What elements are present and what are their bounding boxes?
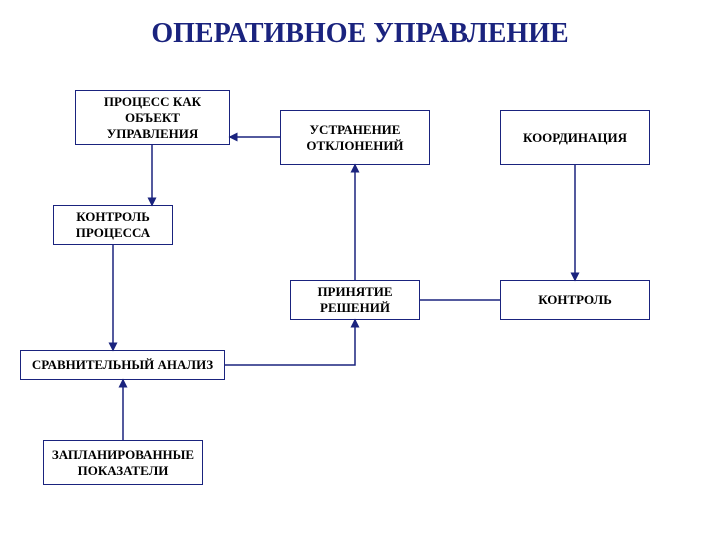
node-label: КОНТРОЛЬ ПРОЦЕССА <box>58 209 168 241</box>
diagram-title: ОПЕРАТИВНОЕ УПРАВЛЕНИЕ <box>0 18 720 50</box>
node-label: СРАВНИТЕЛЬНЫЙ АНАЛИЗ <box>32 357 213 373</box>
node-label: УСТРАНЕНИЕ ОТКЛОНЕНИЙ <box>285 122 425 154</box>
node-label: КООРДИНАЦИЯ <box>523 130 627 146</box>
node-analysis: СРАВНИТЕЛЬНЫЙ АНАЛИЗ <box>20 350 225 380</box>
node-process-control: КОНТРОЛЬ ПРОЦЕССА <box>53 205 173 245</box>
node-coordination: КООРДИНАЦИЯ <box>500 110 650 165</box>
node-elimination: УСТРАНЕНИЕ ОТКЛОНЕНИЙ <box>280 110 430 165</box>
node-decision: ПРИНЯТИЕ РЕШЕНИЙ <box>290 280 420 320</box>
node-label: КОНТРОЛЬ <box>538 292 612 308</box>
node-label: ПРОЦЕСС КАК ОБЪЕКТ УПРАВЛЕНИЯ <box>80 94 225 142</box>
node-label: ЗАПЛАНИРОВАННЫЕ ПОКАЗАТЕЛИ <box>48 447 198 479</box>
node-label: ПРИНЯТИЕ РЕШЕНИЙ <box>295 284 415 316</box>
node-control: КОНТРОЛЬ <box>500 280 650 320</box>
node-planned: ЗАПЛАНИРОВАННЫЕ ПОКАЗАТЕЛИ <box>43 440 203 485</box>
node-process-object: ПРОЦЕСС КАК ОБЪЕКТ УПРАВЛЕНИЯ <box>75 90 230 145</box>
